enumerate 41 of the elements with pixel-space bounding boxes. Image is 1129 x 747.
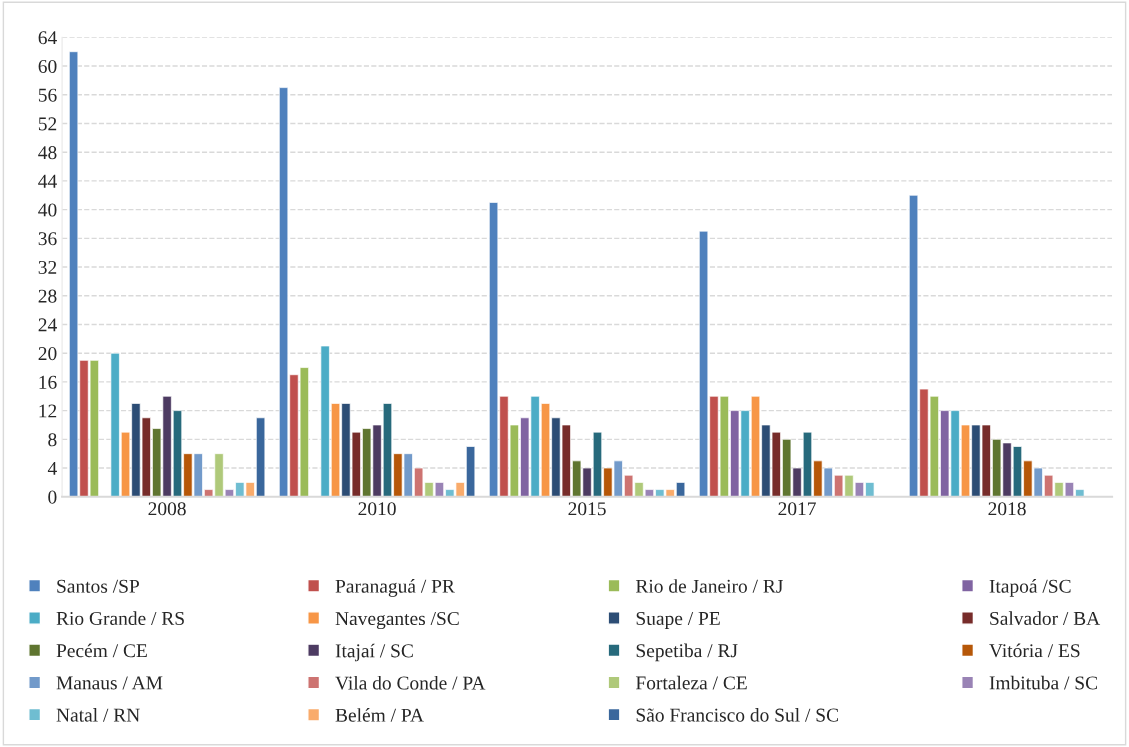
legend-label: Navegantes /SC <box>335 612 459 630</box>
legend-label: Pecém / CE <box>56 643 147 658</box>
y-tick-label: 56 <box>38 88 57 102</box>
y-tick-label: 8 <box>48 433 57 447</box>
legend-label: Imbituba / SC <box>989 675 1097 690</box>
legend-label: Paranaguá / PR <box>335 579 455 597</box>
y-tick-label: 20 <box>38 347 57 361</box>
x-tick-label: 2015 <box>568 502 606 516</box>
legend-label: Rio Grande / RS <box>56 611 184 626</box>
legend-label: Vila do Conde / PA <box>335 675 486 690</box>
y-tick-label: 40 <box>38 203 57 217</box>
y-tick-label: 44 <box>38 174 57 188</box>
legend-label: Fortaleza / CE <box>635 675 747 690</box>
legend-label: Belém / PA <box>335 708 424 722</box>
y-tick-label: 52 <box>38 117 57 131</box>
legend-label: Rio de Janeiro / RJ <box>635 579 783 593</box>
y-tick-label: 64 <box>38 31 57 45</box>
legend-label: Itapoá /SC <box>989 579 1071 597</box>
legend-label: São Francisco do Sul / SC <box>636 707 838 722</box>
x-tick-label: 2010 <box>358 502 396 516</box>
legend-label: Suape / PE <box>636 611 720 629</box>
x-tick-label: 2008 <box>148 502 186 516</box>
legend-label: Manaus / AM <box>56 676 163 690</box>
y-tick-label: 32 <box>38 260 57 274</box>
x-tick-label: 2018 <box>988 502 1026 516</box>
legend-label: Natal / RN <box>56 707 140 722</box>
legend-label: Sepetiba / RJ <box>636 643 738 662</box>
y-tick-label: 24 <box>38 318 57 332</box>
legend-label: Itajaí / SC <box>335 643 413 662</box>
legend-label: Santos /SP <box>57 579 139 593</box>
x-tick-label: 2017 <box>778 502 816 516</box>
y-tick-label: 0 <box>48 490 57 504</box>
y-tick-label: 12 <box>39 404 57 418</box>
legend-label: Salvador / BA <box>990 611 1101 626</box>
legend-label: Vitória / ES <box>989 643 1080 658</box>
y-tick-label: 60 <box>38 59 57 73</box>
y-tick-label: 4 <box>47 461 57 475</box>
y-tick-label: 16 <box>39 375 57 389</box>
y-tick-label: 36 <box>38 232 57 246</box>
y-tick-label: 28 <box>38 289 57 303</box>
y-tick-label: 48 <box>38 146 57 160</box>
